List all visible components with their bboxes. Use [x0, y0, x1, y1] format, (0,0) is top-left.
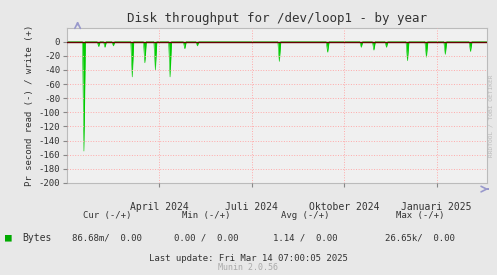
Title: Disk throughput for /dev/loop1 - by year: Disk throughput for /dev/loop1 - by year	[127, 12, 427, 25]
Text: Cur (-/+): Cur (-/+)	[83, 211, 131, 220]
Text: 26.65k/  0.00: 26.65k/ 0.00	[385, 233, 455, 242]
Text: Juli 2024: Juli 2024	[226, 202, 278, 211]
Y-axis label: Pr second read (-) / write (+): Pr second read (-) / write (+)	[25, 24, 34, 186]
Text: RRDTOOL / TOBI OETIKER: RRDTOOL / TOBI OETIKER	[489, 74, 494, 157]
Text: Max (-/+): Max (-/+)	[396, 211, 444, 220]
Text: Bytes: Bytes	[22, 233, 52, 243]
Text: Min (-/+): Min (-/+)	[182, 211, 231, 220]
Text: Last update: Fri Mar 14 07:00:05 2025: Last update: Fri Mar 14 07:00:05 2025	[149, 254, 348, 263]
Text: 1.14 /  0.00: 1.14 / 0.00	[273, 233, 338, 242]
Text: Oktober 2024: Oktober 2024	[309, 202, 380, 211]
Text: 86.68m/  0.00: 86.68m/ 0.00	[72, 233, 142, 242]
Text: ■: ■	[5, 233, 12, 243]
Text: Munin 2.0.56: Munin 2.0.56	[219, 263, 278, 272]
Text: April 2024: April 2024	[130, 202, 189, 211]
Text: Avg (-/+): Avg (-/+)	[281, 211, 330, 220]
Text: Januari 2025: Januari 2025	[402, 202, 472, 211]
Text: 0.00 /  0.00: 0.00 / 0.00	[174, 233, 239, 242]
